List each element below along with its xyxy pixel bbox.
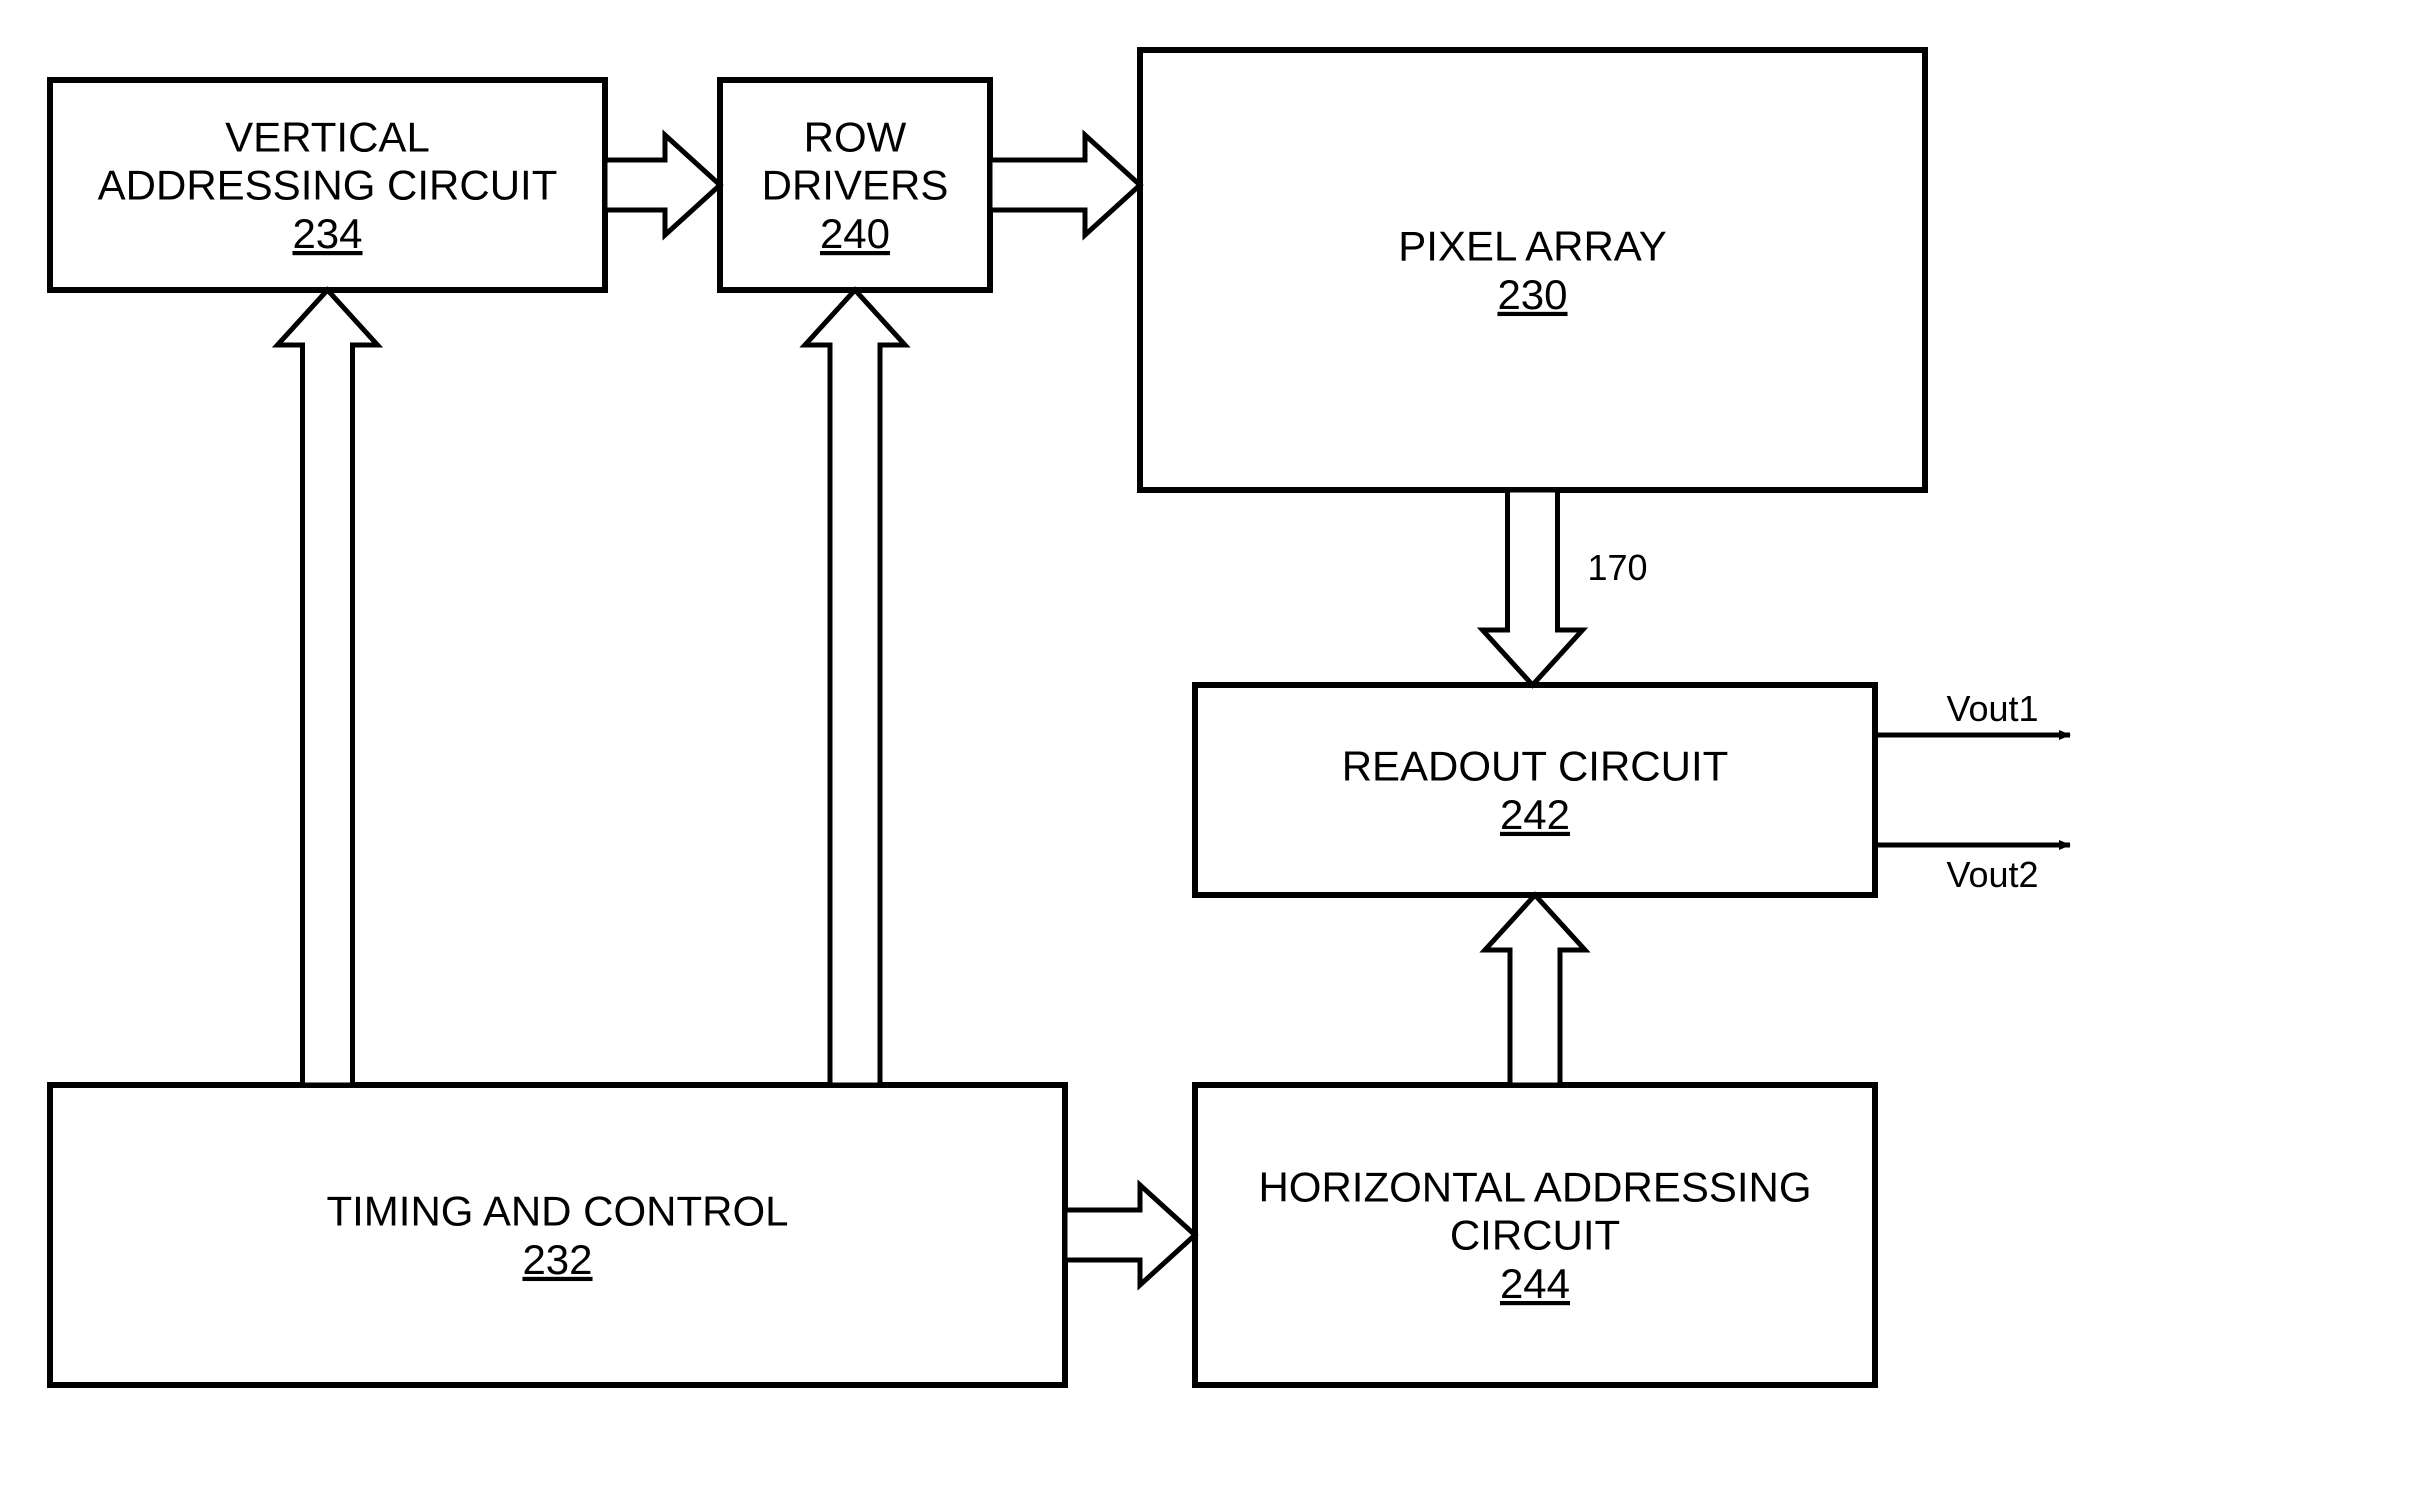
node-label: PIXEL ARRAY — [1398, 223, 1666, 270]
arrow-timing_control-to-horizontal_addressing — [1065, 1185, 1195, 1285]
block-diagram: VERTICALADDRESSING CIRCUIT234ROWDRIVERS2… — [0, 0, 2429, 1494]
node-label: DRIVERS — [762, 162, 949, 209]
arrow-vertical_addressing-to-row_drivers — [605, 135, 720, 235]
node-label: VERTICAL — [225, 113, 430, 160]
arrow-pixel_array-to-readout_circuit — [1483, 490, 1583, 685]
node-label: TIMING AND CONTROL — [326, 1188, 788, 1235]
node-label: ROW — [804, 113, 907, 160]
node-label: HORIZONTAL ADDRESSING — [1258, 1163, 1811, 1210]
arrow-timing_control-to-row_drivers — [805, 290, 905, 1085]
node-label: ADDRESSING CIRCUIT — [98, 162, 558, 209]
arrow-label: 170 — [1587, 547, 1647, 588]
node-label: CIRCUIT — [1450, 1212, 1620, 1259]
arrow-horizontal_addressing-to-readout_circuit — [1485, 895, 1585, 1085]
arrow-timing_control-to-vertical_addressing — [278, 290, 378, 1085]
node-ref: 232 — [522, 1236, 592, 1283]
node-ref: 242 — [1500, 791, 1570, 838]
output-label-vout1: Vout1 — [1946, 688, 2038, 729]
node-ref: 234 — [292, 210, 362, 257]
node-ref: 230 — [1497, 271, 1567, 318]
output-label-vout2: Vout2 — [1946, 854, 2038, 895]
node-ref: 240 — [820, 210, 890, 257]
arrow-row_drivers-to-pixel_array — [990, 135, 1140, 235]
node-ref: 244 — [1500, 1260, 1570, 1307]
node-label: READOUT CIRCUIT — [1342, 743, 1729, 790]
